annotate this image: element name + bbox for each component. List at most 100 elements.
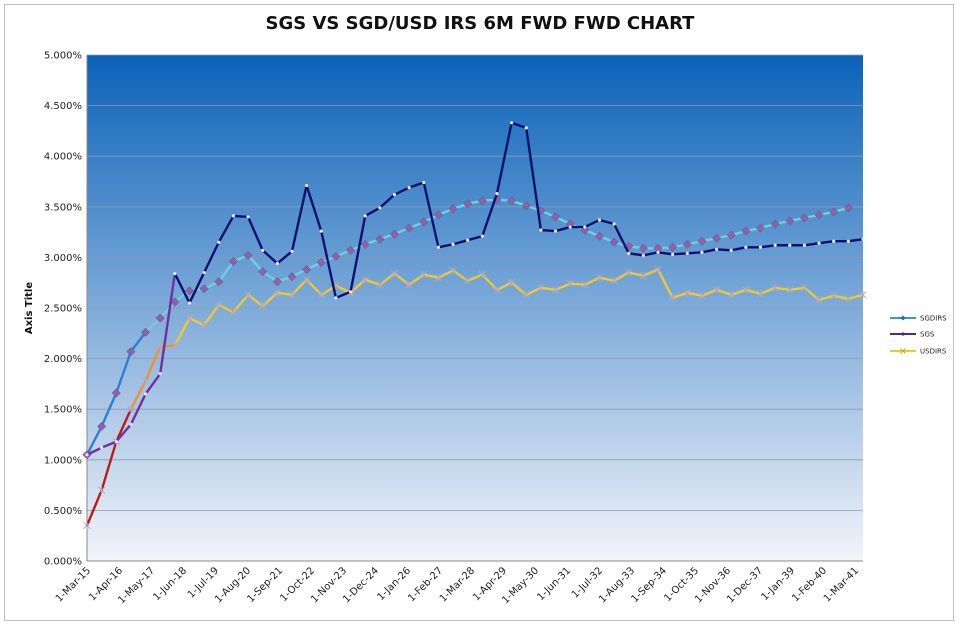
data-point bbox=[510, 121, 514, 125]
data-point bbox=[244, 291, 252, 299]
data-point bbox=[478, 270, 487, 279]
data-point bbox=[698, 292, 706, 300]
y-tick-label: 0.000% bbox=[44, 557, 82, 568]
data-point bbox=[243, 250, 253, 260]
data-point bbox=[829, 207, 839, 217]
data-point bbox=[363, 214, 367, 218]
data-point bbox=[480, 234, 484, 238]
series-segment bbox=[129, 392, 147, 426]
series-segment bbox=[744, 288, 762, 296]
data-point bbox=[143, 392, 148, 396]
data-point bbox=[553, 229, 558, 233]
data-point bbox=[272, 277, 282, 287]
series-segment bbox=[144, 345, 162, 383]
series-segment bbox=[466, 273, 484, 282]
data-point bbox=[156, 342, 164, 351]
data-point bbox=[741, 226, 751, 236]
series-segment bbox=[451, 269, 469, 282]
data-point bbox=[389, 229, 400, 239]
data-point bbox=[521, 201, 531, 211]
series-segment bbox=[378, 193, 396, 210]
series-segment bbox=[115, 408, 133, 443]
data-point bbox=[141, 327, 151, 337]
data-point bbox=[305, 183, 309, 188]
data-point bbox=[685, 251, 689, 255]
data-point bbox=[319, 229, 323, 233]
data-point bbox=[537, 284, 545, 292]
series-segment bbox=[422, 181, 440, 249]
data-point bbox=[495, 192, 499, 196]
data-point bbox=[273, 289, 282, 297]
data-point bbox=[507, 278, 516, 287]
series-segment bbox=[817, 240, 835, 245]
data-point bbox=[477, 196, 487, 206]
data-point bbox=[788, 243, 792, 247]
series-segment bbox=[627, 252, 645, 257]
data-point bbox=[773, 243, 777, 247]
series-segment bbox=[568, 282, 587, 286]
data-point bbox=[682, 239, 692, 249]
data-point bbox=[668, 294, 677, 302]
y-tick-label: 4.000% bbox=[44, 152, 82, 163]
data-point bbox=[171, 341, 179, 350]
data-point bbox=[463, 276, 472, 285]
series-segment bbox=[612, 222, 630, 255]
data-point bbox=[714, 247, 719, 251]
series-segment bbox=[671, 291, 689, 300]
data-point bbox=[729, 248, 733, 252]
data-point bbox=[114, 439, 118, 444]
series-segment bbox=[85, 488, 103, 527]
data-point bbox=[376, 281, 384, 289]
data-point bbox=[173, 271, 177, 276]
series-segment bbox=[407, 273, 425, 286]
data-point bbox=[217, 240, 221, 244]
series-segment bbox=[788, 286, 806, 291]
data-point bbox=[697, 236, 707, 246]
data-point bbox=[215, 301, 223, 309]
data-point bbox=[463, 199, 473, 209]
data-point bbox=[199, 284, 209, 294]
data-point bbox=[595, 273, 604, 282]
series-segment bbox=[305, 184, 323, 233]
data-point bbox=[844, 295, 853, 303]
data-point bbox=[802, 243, 807, 247]
series-segment bbox=[451, 238, 469, 246]
series-segment bbox=[847, 293, 865, 301]
legend: SGDIRS SGS USDIRS bbox=[890, 315, 947, 356]
data-point bbox=[158, 372, 162, 376]
data-point bbox=[466, 238, 470, 242]
data-point bbox=[700, 250, 704, 254]
data-point bbox=[155, 313, 165, 323]
data-point bbox=[568, 225, 572, 229]
series-segment bbox=[188, 316, 206, 327]
y-tick-label: 5.000% bbox=[44, 51, 82, 62]
x-tick-label: 1-Jun-31 bbox=[535, 565, 573, 603]
data-point bbox=[625, 268, 633, 277]
data-point bbox=[246, 215, 250, 219]
data-point bbox=[756, 290, 765, 298]
x-tick-label: 1-Jun-18 bbox=[151, 565, 189, 603]
series-segment bbox=[144, 316, 162, 334]
data-point bbox=[507, 196, 517, 206]
series-segment bbox=[202, 241, 220, 274]
data-point bbox=[832, 239, 836, 243]
data-point bbox=[829, 292, 838, 300]
data-point bbox=[258, 302, 267, 310]
series-segment bbox=[144, 372, 162, 396]
data-point bbox=[609, 237, 619, 247]
legend-item-usdirs: USDIRS bbox=[890, 348, 947, 356]
data-point bbox=[185, 314, 194, 322]
series-segment bbox=[100, 440, 118, 492]
data-point bbox=[817, 241, 821, 245]
data-point bbox=[202, 270, 206, 275]
data-point bbox=[433, 210, 443, 220]
data-point bbox=[727, 291, 735, 299]
series-segment bbox=[759, 286, 777, 296]
data-point bbox=[127, 405, 135, 413]
series-segment bbox=[817, 294, 835, 302]
data-point bbox=[580, 225, 590, 235]
data-point bbox=[378, 206, 382, 210]
series-segment bbox=[276, 250, 294, 265]
data-point bbox=[287, 272, 297, 282]
series-segment bbox=[495, 281, 513, 291]
